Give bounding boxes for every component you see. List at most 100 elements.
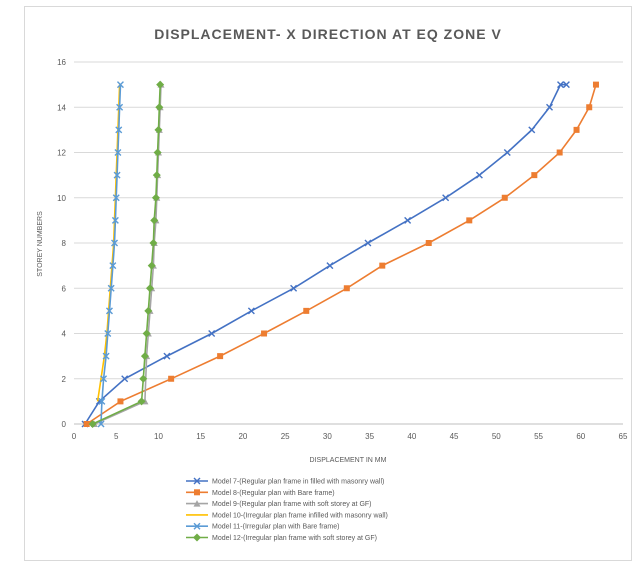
- data-point: [379, 262, 386, 269]
- data-point: [442, 194, 450, 202]
- series-2: [83, 81, 599, 427]
- data-point: [121, 375, 129, 383]
- x-tick-label: 40: [407, 432, 416, 441]
- data-point: [154, 125, 163, 134]
- data-point: [112, 194, 120, 202]
- data-point: [303, 307, 310, 314]
- legend-label: Model 12-(Irregular plan frame with soft…: [212, 535, 377, 542]
- legend-label: Model 8-(Regular plan with Bare frame): [212, 490, 335, 497]
- data-point: [156, 80, 165, 89]
- x-tick-label: 15: [196, 432, 205, 441]
- y-tick-label: 10: [57, 194, 66, 203]
- data-point: [115, 126, 123, 134]
- legend-item: Model 11-(Irregular plan with Bare frame…: [186, 522, 339, 531]
- data-point: [114, 149, 122, 156]
- series-5: [97, 81, 124, 428]
- legend-label: Model 11-(Irregular plan with Bare frame…: [212, 524, 339, 531]
- data-point: [109, 262, 117, 270]
- data-point: [104, 330, 112, 337]
- series-group: [81, 80, 599, 428]
- chart-title: DISPLACEMENT- X DIRECTION AT EQ ZONE V: [154, 26, 502, 42]
- data-point: [97, 420, 105, 428]
- data-point: [466, 217, 473, 224]
- x-tick-label: 30: [323, 432, 332, 441]
- legend-item: Model 9-(Regular plan frame with soft st…: [186, 500, 372, 508]
- data-point: [142, 329, 151, 338]
- data-point: [107, 284, 115, 292]
- y-tick-label: 14: [57, 103, 66, 112]
- data-point: [163, 352, 171, 360]
- x-tick-label: 45: [450, 432, 459, 441]
- y-tick-label: 12: [57, 149, 66, 158]
- data-point: [503, 149, 511, 156]
- legend-item: Model 8-(Regular plan with Bare frame): [186, 489, 335, 497]
- data-point: [146, 284, 155, 293]
- legend-item: Model 7-(Regular plan frame in filled wi…: [186, 477, 384, 486]
- data-point: [151, 193, 160, 202]
- data-point: [290, 284, 298, 292]
- data-point: [105, 307, 113, 315]
- data-point: [556, 149, 563, 156]
- data-point: [117, 398, 124, 405]
- data-point: [193, 533, 201, 542]
- x-tick-label: 65: [619, 432, 628, 441]
- data-point: [102, 352, 110, 360]
- data-point: [150, 216, 159, 225]
- data-point: [152, 171, 161, 180]
- series-line: [86, 84, 597, 425]
- y-tick-label: 16: [57, 58, 66, 67]
- data-point: [193, 522, 201, 530]
- data-point: [573, 126, 580, 133]
- legend-label: Model 7-(Regular plan frame in filled wi…: [212, 479, 384, 486]
- data-point: [147, 261, 156, 270]
- data-point: [111, 216, 119, 224]
- y-tick-label: 8: [62, 239, 67, 248]
- series-line: [84, 83, 567, 425]
- data-point: [261, 330, 268, 337]
- data-point: [557, 81, 564, 89]
- data-point: [153, 148, 162, 157]
- data-point: [404, 216, 412, 224]
- data-point: [193, 500, 201, 507]
- legend: Model 7-(Regular plan frame in filled wi…: [186, 477, 388, 542]
- axes: 0 2 4 6 8 10 12 14 16 0 5 10 15 20 25 30 35 40 45 50 55 60 65: [57, 58, 628, 441]
- series-1: [81, 81, 570, 428]
- legend-item: Model 10-(Irregular plan frame infilled …: [186, 512, 388, 519]
- data-point: [592, 81, 599, 88]
- data-point: [113, 171, 121, 179]
- data-point: [247, 307, 255, 315]
- data-point: [531, 172, 538, 179]
- data-point: [586, 104, 593, 111]
- series-line: [100, 84, 122, 425]
- data-point: [144, 306, 153, 315]
- legend-item: Model 12-(Irregular plan frame with soft…: [186, 533, 377, 542]
- data-point: [217, 353, 224, 360]
- data-point: [83, 421, 90, 427]
- data-point: [88, 420, 97, 428]
- x-tick-label: 50: [492, 432, 501, 441]
- data-point: [98, 397, 106, 405]
- data-point: [364, 239, 372, 247]
- legend-label: Model 9-(Regular plan frame with soft st…: [212, 501, 372, 508]
- data-point: [140, 352, 149, 361]
- data-point: [100, 375, 108, 383]
- data-point: [194, 489, 200, 496]
- data-point: [546, 103, 554, 111]
- y-tick-label: 0: [62, 420, 67, 429]
- x-tick-label: 55: [534, 432, 543, 441]
- data-point: [208, 330, 216, 337]
- x-tick-label: 35: [365, 432, 374, 441]
- data-point: [528, 126, 536, 134]
- chart-border: [24, 6, 632, 561]
- data-point: [116, 103, 124, 111]
- data-point: [111, 239, 119, 247]
- data-point: [155, 103, 164, 112]
- x-tick-label: 5: [114, 432, 119, 441]
- x-tick-label: 20: [238, 432, 247, 441]
- x-tick-label: 25: [281, 432, 290, 441]
- y-tick-label: 2: [62, 375, 67, 384]
- legend-label: Model 10-(Irregular plan frame infilled …: [212, 512, 388, 519]
- data-point: [343, 285, 350, 292]
